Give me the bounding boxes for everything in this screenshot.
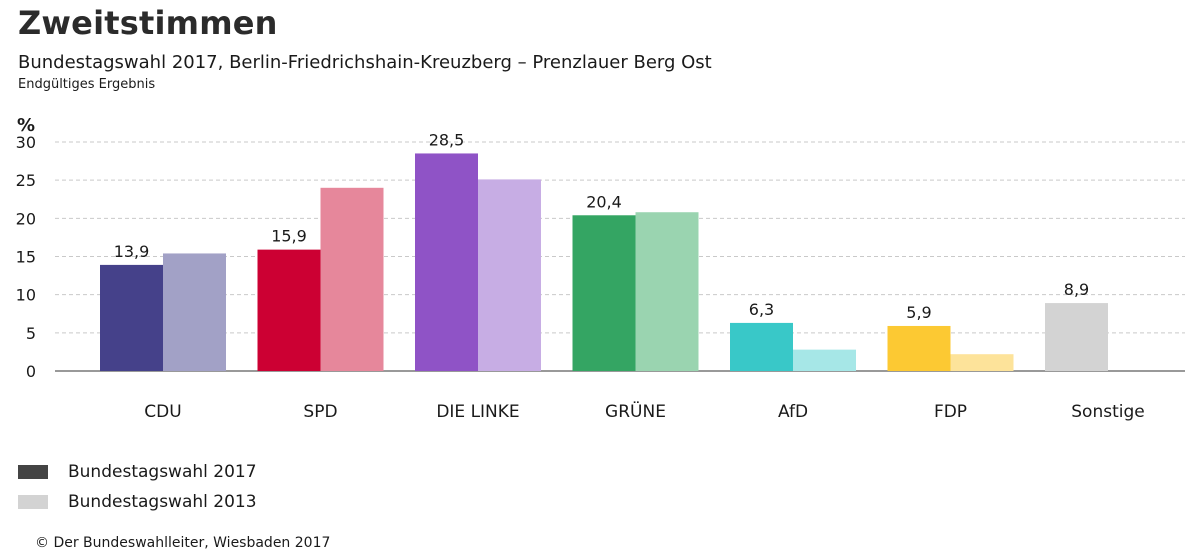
category-label: DIE LINKE [436, 402, 519, 422]
bar-2017 [730, 322, 793, 371]
data-label-2017: 6,3 [749, 300, 774, 319]
bar-2017 [257, 249, 321, 371]
copyright-footer: © Der Bundeswahlleiter, Wiesbaden 2017 [35, 535, 331, 551]
category-label: GRÜNE [605, 400, 666, 422]
bar-2013 [793, 349, 856, 371]
legend-swatch-2013 [18, 495, 48, 509]
legend-item-2013: Bundestagswahl 2013 [18, 492, 257, 512]
y-tick-label: 30 [16, 133, 36, 152]
data-label-2017: 8,9 [1064, 280, 1089, 299]
bar-2017 [100, 264, 163, 371]
chart-title: Zweitstimmen [18, 4, 278, 42]
data-label-2017: 28,5 [429, 130, 465, 149]
bar-2013 [635, 212, 699, 371]
bar-chart: 0 5 10 15 20 25 30% 13,9 CDU 15,9 SPD 28,5 DIE LINKE… [16, 115, 1185, 422]
bar-2013 [478, 179, 541, 371]
bar-2013 [950, 354, 1014, 371]
legend-item-2017: Bundestagswahl 2017 [18, 462, 257, 482]
y-tick-label: 5 [26, 324, 36, 343]
data-label-2017: 20,4 [586, 192, 622, 211]
bar-2017 [887, 325, 951, 371]
category-label: SPD [303, 402, 337, 422]
data-label-2017: 15,9 [271, 227, 307, 246]
data-label-2017: 13,9 [114, 242, 150, 261]
legend-label-2013: Bundestagswahl 2013 [68, 492, 257, 512]
y-tick-label: 10 [16, 286, 36, 305]
chart-subtitle: Bundestagswahl 2017, Berlin-Friedrichsha… [18, 52, 712, 73]
bar-2017 [415, 153, 478, 371]
bar-2013 [320, 187, 384, 371]
y-tick-label: 15 [16, 248, 36, 267]
category-label: CDU [144, 402, 181, 422]
bar-2017 [572, 215, 636, 371]
y-tick-label: 25 [16, 171, 36, 190]
bar-2013 [163, 253, 226, 371]
legend-label-2017: Bundestagswahl 2017 [68, 462, 257, 482]
y-axis-unit-label: % [17, 115, 35, 136]
category-label: AfD [778, 402, 808, 422]
y-tick-label: 20 [16, 209, 36, 228]
legend-swatch-2017 [18, 465, 48, 479]
bar-2017 [1045, 303, 1108, 371]
y-tick-label: 0 [26, 362, 36, 381]
category-label: Sonstige [1071, 402, 1144, 422]
result-note: Endgültiges Ergebnis [18, 77, 156, 92]
data-label-2017: 5,9 [906, 303, 931, 322]
category-label: FDP [934, 402, 967, 422]
